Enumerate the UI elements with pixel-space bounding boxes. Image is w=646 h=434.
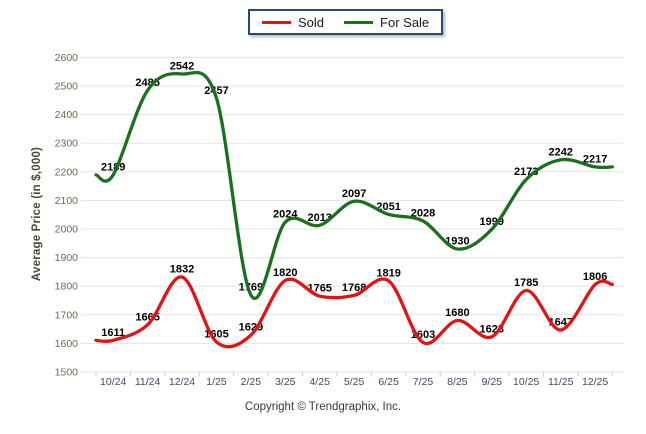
data-label-sold: 1820 (273, 267, 297, 279)
copyright-text: Copyright © Trendgraphix, Inc. (244, 401, 402, 413)
y-tick-label: 1700 (55, 309, 79, 321)
data-label-for-sale: 2028 (411, 208, 435, 220)
y-tick-label: 1900 (55, 252, 79, 264)
y-tick-label: 2000 (55, 224, 79, 236)
series-line-for-sale (94, 70, 614, 300)
y-tick-label: 1600 (55, 338, 79, 350)
x-axis-label: 8/25 (447, 376, 468, 388)
data-label-for-sale: 2217 (583, 153, 607, 165)
series-line-sold (94, 275, 614, 349)
data-label-sold: 1680 (445, 307, 469, 319)
y-tick-label: 2200 (55, 166, 79, 178)
x-axis-label: 12/24 (169, 376, 195, 388)
y-tick-label: 1500 (55, 367, 79, 379)
legend-line-swatch (344, 20, 374, 24)
data-label-for-sale: 1999 (480, 216, 504, 228)
x-axis-label: 1/25 (206, 376, 227, 388)
legend-label: Sold (298, 14, 325, 30)
data-label-for-sale: 1769 (239, 282, 263, 294)
y-tick-label: 2300 (55, 138, 79, 150)
x-axis-label: 3/25 (275, 376, 296, 388)
legend-item-for-sale: For Sale (344, 15, 429, 30)
x-axis-label: 12/25 (582, 376, 608, 388)
legend-line-swatch (262, 20, 291, 24)
data-label-for-sale: 2485 (135, 77, 159, 89)
chart-legend: Sold For Sale (248, 9, 444, 35)
x-axis-label: 5/25 (344, 376, 365, 388)
data-label-sold: 1611 (101, 327, 125, 339)
data-label-sold: 1785 (514, 277, 538, 289)
legend-item-sold: Sold (262, 15, 324, 30)
data-label-for-sale: 2097 (342, 188, 366, 200)
x-axis-label: 6/25 (378, 376, 399, 388)
data-label-for-sale: 2542 (170, 61, 194, 73)
data-label-for-sale: 2242 (548, 146, 572, 158)
x-axis-label: 2/25 (241, 376, 262, 388)
data-label-sold: 1819 (376, 267, 400, 279)
data-label-sold: 1832 (170, 264, 194, 276)
x-axis-label: 7/25 (413, 376, 434, 388)
y-tick-label: 2600 (55, 52, 79, 64)
x-axis-label: 11/25 (548, 376, 574, 388)
x-axis-label: 4/25 (309, 376, 330, 388)
data-label-for-sale: 1930 (445, 236, 469, 248)
data-label-for-sale: 2051 (376, 201, 400, 213)
y-tick-label: 1800 (55, 281, 79, 293)
x-axis-label: 10/24 (100, 376, 126, 388)
legend-label: For Sale (380, 14, 430, 30)
y-tick-label: 2500 (55, 81, 79, 93)
x-axis-label: 10/25 (513, 376, 539, 388)
x-axis-label: 9/25 (482, 376, 503, 388)
y-tick-label: 2100 (55, 195, 79, 207)
x-axis-label: 11/24 (135, 376, 161, 388)
y-tick-label: 2400 (55, 109, 79, 121)
data-label-for-sale: 2457 (204, 85, 228, 97)
